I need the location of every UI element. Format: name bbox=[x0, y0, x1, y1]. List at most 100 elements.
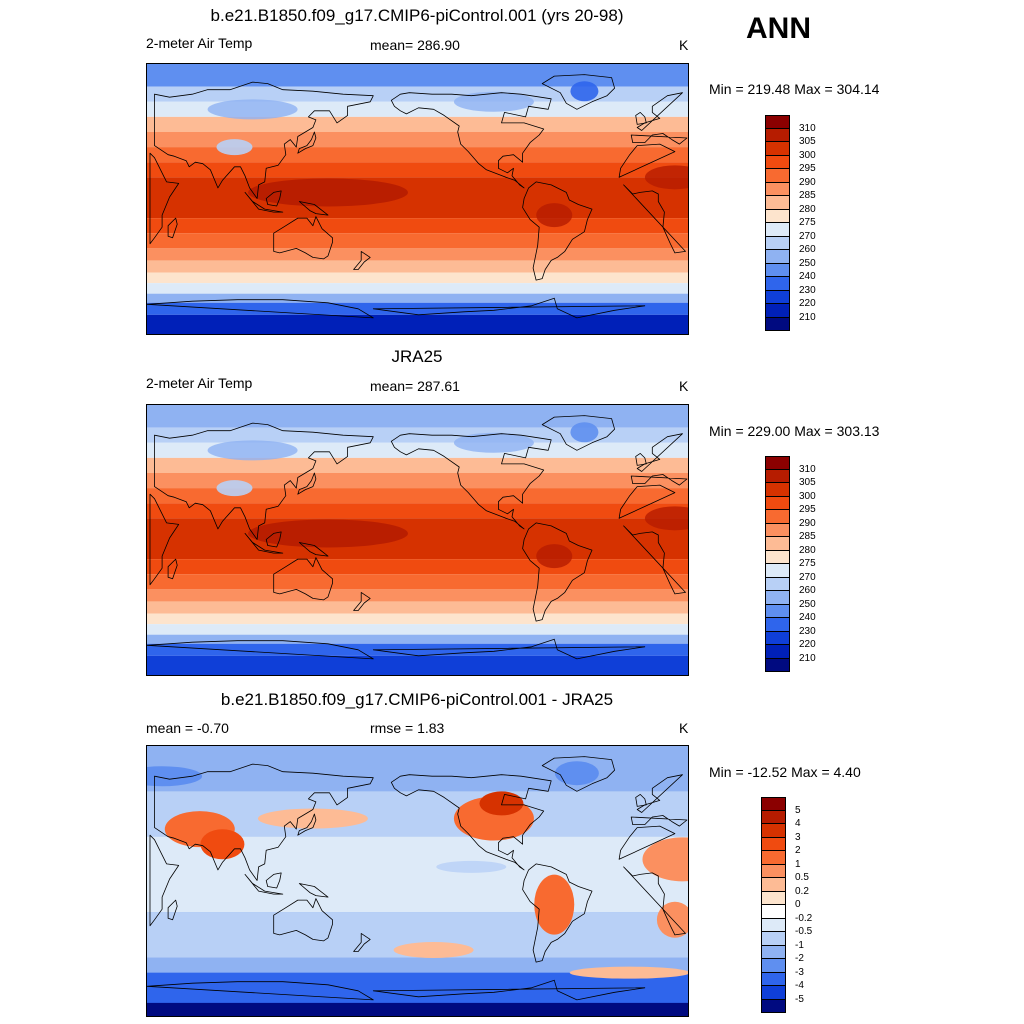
colorbar-tick-label: 4 bbox=[795, 818, 801, 829]
colorbar-swatch bbox=[765, 182, 790, 196]
colorbar-tick-label: 260 bbox=[799, 244, 816, 255]
temperature-band bbox=[147, 624, 688, 635]
temperature-band bbox=[147, 457, 688, 473]
africa-outline bbox=[149, 493, 180, 586]
panel-2-units-label: K bbox=[679, 378, 689, 394]
panel-1-title: b.e21.B1850.f09_g17.CMIP6-piControl.001 … bbox=[210, 6, 624, 25]
panel-2-minmax-label: Min = 229.00 Max = 303.13 bbox=[709, 423, 880, 439]
colorbar-swatch bbox=[761, 959, 786, 973]
anomaly-region bbox=[569, 966, 688, 979]
temperature-band bbox=[147, 116, 688, 132]
temperature-band bbox=[147, 218, 688, 234]
temperature-band bbox=[147, 64, 688, 87]
colorbar-tick-label: -2 bbox=[795, 953, 804, 964]
colorbar-tick-label: 290 bbox=[799, 176, 816, 188]
anomaly-region bbox=[536, 203, 573, 228]
colorbar-tick-label: 250 bbox=[799, 598, 816, 610]
anomaly-region bbox=[248, 519, 408, 548]
new-zealand-outline bbox=[353, 250, 371, 270]
panel-2-title: JRA25 bbox=[391, 347, 443, 366]
colorbar-swatch bbox=[761, 878, 786, 892]
colorbar-tick-label: 270 bbox=[799, 230, 816, 242]
colorbar-tick-label: 275 bbox=[799, 217, 816, 228]
temperature-band bbox=[147, 314, 688, 334]
colorbar-swatch bbox=[765, 496, 790, 510]
colorbar-swatch bbox=[761, 851, 786, 865]
colorbar-swatch bbox=[765, 223, 790, 237]
colorbar-swatch bbox=[765, 263, 790, 277]
colorbar-tick-label: 270 bbox=[799, 571, 816, 583]
colorbar-swatch bbox=[765, 550, 790, 564]
new-zealand-outline bbox=[353, 932, 371, 952]
colorbar-tick-label: -1 bbox=[795, 939, 804, 951]
colorbar-tick-label: 0.2 bbox=[795, 885, 809, 897]
japan-outline bbox=[297, 813, 317, 836]
colorbar-tick-label: 310 bbox=[799, 463, 816, 475]
colorbar-swatch bbox=[761, 797, 786, 811]
africa-outline bbox=[618, 143, 676, 178]
temperature-band bbox=[147, 1002, 688, 1016]
colorbar-swatch bbox=[765, 250, 790, 264]
greenland-outline bbox=[541, 415, 616, 451]
new-zealand-outline bbox=[353, 591, 371, 611]
colorbar-swatch bbox=[765, 631, 790, 645]
temperature-band bbox=[147, 473, 688, 489]
colorbar-tick-label: -5 bbox=[795, 993, 804, 1005]
colorbar-tick-label: -0.2 bbox=[795, 912, 813, 924]
temperature-band bbox=[147, 405, 688, 428]
temperature-band bbox=[147, 147, 688, 163]
eurasia-outline bbox=[636, 774, 683, 813]
colorbar-swatch bbox=[765, 618, 790, 632]
colorbar-swatch bbox=[761, 945, 786, 959]
colorbar-swatch bbox=[765, 115, 790, 129]
temperature-band bbox=[147, 589, 688, 602]
colorbar-swatch bbox=[761, 837, 786, 851]
temperature-band bbox=[147, 559, 688, 575]
anomaly-region bbox=[216, 139, 253, 156]
anomaly-region bbox=[534, 874, 575, 935]
colorbar-swatch bbox=[765, 510, 790, 524]
colorbar-tick-label: 295 bbox=[799, 504, 816, 515]
temperature-band bbox=[147, 427, 688, 443]
colorbar-swatch bbox=[761, 986, 786, 1000]
panel-1-minmax-label: Min = 219.48 Max = 304.14 bbox=[709, 81, 880, 97]
colorbar-tick-label: 240 bbox=[799, 271, 816, 282]
colorbar-swatch bbox=[761, 932, 786, 946]
north-america-outline bbox=[390, 433, 552, 530]
australia-outline bbox=[273, 557, 333, 601]
panel-3-units-label: K bbox=[679, 720, 689, 736]
anomaly-region bbox=[248, 178, 408, 207]
panel-3-minmax-label: Min = -12.52 Max = 4.40 bbox=[709, 764, 861, 780]
colorbar-tick-label: 310 bbox=[799, 122, 816, 134]
anomaly-region bbox=[147, 766, 203, 787]
temperature-band bbox=[147, 601, 688, 614]
colorbar-swatch bbox=[765, 469, 790, 483]
indonesia-outline bbox=[244, 873, 284, 895]
colorbar-tick-label: 220 bbox=[799, 298, 816, 309]
panel-3-rmse-label: rmse = 1.83 bbox=[370, 720, 445, 736]
colorbar-swatch bbox=[765, 277, 790, 291]
antarctica-outline bbox=[372, 297, 646, 319]
temperature-band bbox=[147, 162, 688, 178]
africa-outline bbox=[149, 834, 180, 927]
panel-1-map bbox=[146, 63, 689, 335]
anomaly-region bbox=[642, 837, 688, 882]
temperature-band bbox=[147, 132, 688, 148]
africa-outline bbox=[623, 866, 686, 936]
temperature-band bbox=[147, 574, 688, 590]
anomaly-region bbox=[207, 440, 298, 461]
antarctica-outline bbox=[372, 638, 646, 660]
madagascar-outline bbox=[167, 899, 178, 921]
colorbar-tick-label: 220 bbox=[799, 639, 816, 650]
anomaly-region bbox=[393, 942, 474, 958]
panel-2-variable-label: 2-meter Air Temp bbox=[146, 375, 253, 391]
panel-3-map bbox=[146, 745, 689, 1017]
anomaly-region bbox=[453, 432, 534, 453]
temperature-band bbox=[147, 177, 688, 219]
temperature-band bbox=[147, 503, 688, 519]
colorbar-swatch bbox=[761, 972, 786, 986]
anomaly-region bbox=[570, 81, 599, 102]
anomaly-region bbox=[644, 165, 688, 190]
temperature-band bbox=[147, 272, 688, 284]
colorbar-tick-label: 0.5 bbox=[795, 872, 809, 883]
